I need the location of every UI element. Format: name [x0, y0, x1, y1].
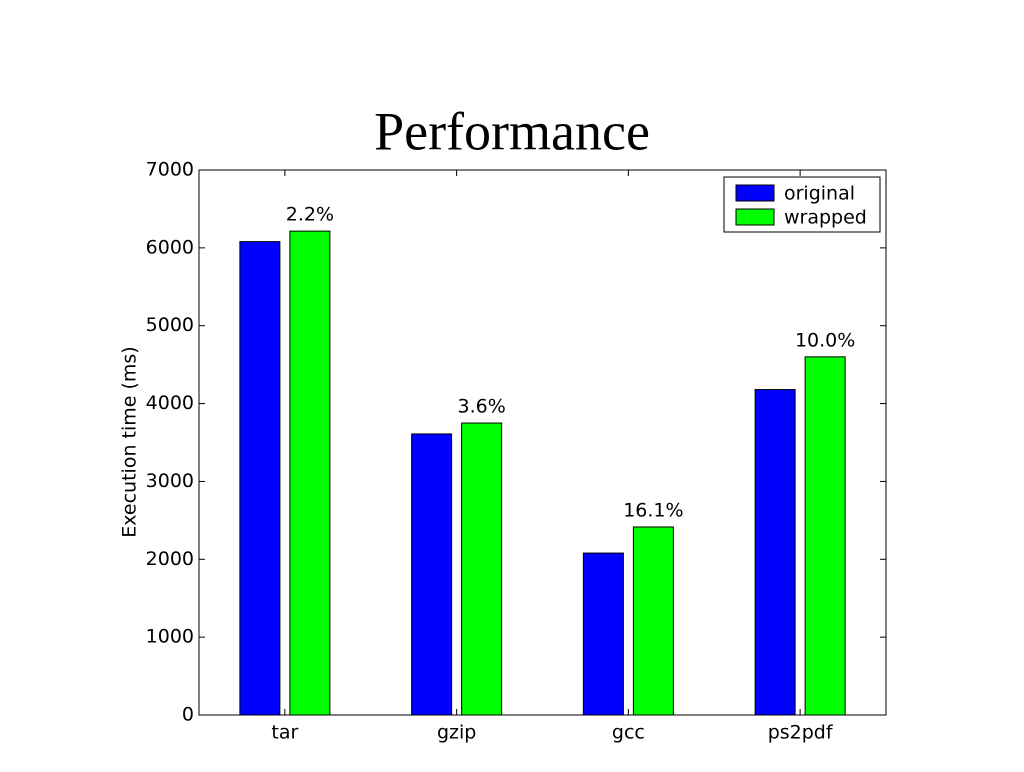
bar	[632, 526, 674, 716]
bar	[804, 356, 846, 716]
x-tick-label: gcc	[612, 722, 645, 744]
bar	[461, 422, 503, 716]
legend-swatch	[735, 208, 775, 226]
y-tick-label: 2000	[146, 548, 194, 570]
annotation: 2.2%	[286, 204, 334, 226]
y-tick-label: 6000	[146, 236, 194, 258]
y-tick-label: 7000	[146, 159, 194, 181]
x-tick-label: ps2pdf	[768, 722, 834, 744]
y-tick-label: 5000	[146, 314, 194, 336]
annotation: 10.0%	[795, 329, 855, 351]
legend-swatch	[735, 184, 775, 202]
annotation: 3.6%	[457, 396, 505, 418]
bar	[411, 433, 453, 716]
bar	[582, 552, 624, 716]
y-tick-label: 4000	[146, 392, 194, 414]
legend-label: original	[784, 183, 855, 205]
bar	[239, 241, 281, 716]
plot-frame	[198, 169, 887, 716]
legend-label: wrapped	[784, 207, 867, 229]
y-tick-label: 3000	[146, 470, 194, 492]
chart-title: Performance	[374, 101, 650, 161]
annotation: 16.1%	[623, 499, 683, 521]
bar	[289, 230, 331, 716]
y-tick-label: 0	[182, 704, 194, 726]
x-tick-label: tar	[271, 722, 298, 744]
bar	[754, 389, 796, 716]
x-tick-label: gzip	[437, 722, 476, 744]
y-axis-label: Execution time (ms)	[119, 346, 141, 537]
y-tick-label: 1000	[146, 626, 194, 648]
